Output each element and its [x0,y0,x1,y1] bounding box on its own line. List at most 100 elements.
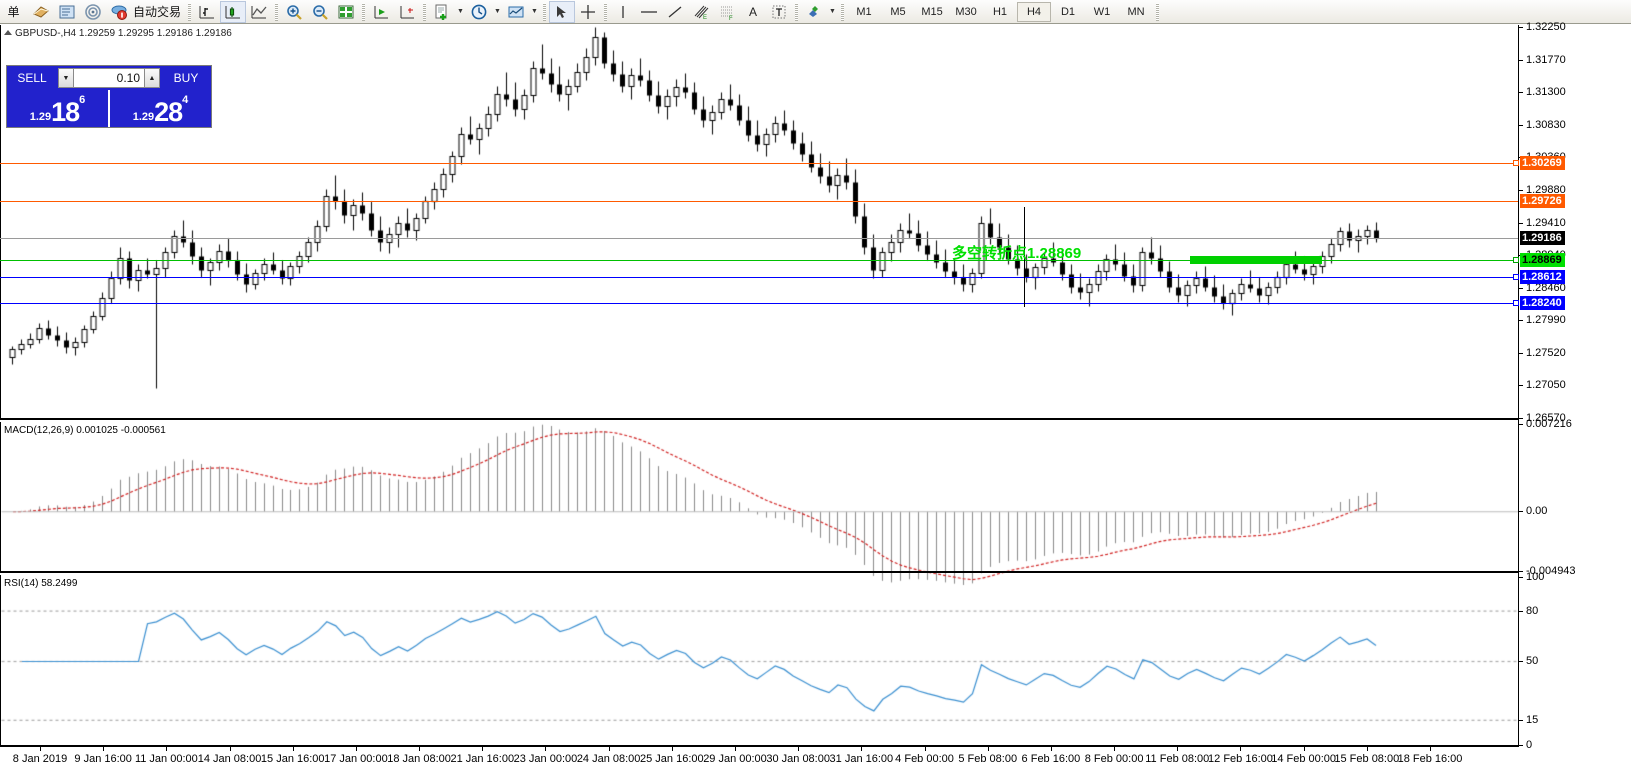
pivot-level-tag[interactable]: 1.28869 [1520,252,1565,267]
zoom-out-icon[interactable] [307,1,333,23]
line-chart-icon[interactable] [246,1,272,23]
text-label-icon[interactable]: A [749,4,758,19]
timeframe-m5[interactable]: M5 [890,5,906,18]
time-axis-label: 18 Jan 08:00 [387,753,451,765]
vertical-line-icon[interactable] [610,1,636,23]
pivot-level-line[interactable] [0,259,1518,261]
price-pane[interactable] [0,25,1518,420]
current-price-tag[interactable]: 1.29186 [1520,230,1565,245]
new-order-icon[interactable]: 单 [2,1,28,23]
rsi-pane[interactable] [0,575,1518,747]
time-axis-tick [1177,747,1179,751]
support-2-line[interactable] [0,303,1518,305]
sell-price[interactable]: 1.29 18 6 [7,90,108,127]
vertical-marker-line[interactable] [1024,207,1025,307]
one-click-trading-panel[interactable]: SELL ▼ 0.10 ▲ BUY 1.29 18 6 1.29 28 4 [6,65,212,128]
resistance-2-line[interactable] [0,200,1518,202]
time-axis-label: 14 Jan 08:00 [197,753,262,765]
timeframe-m15[interactable]: M15 [921,5,943,18]
current-price-line[interactable] [0,237,1518,239]
chart-area[interactable]: GBPUSD-,H4 1.29259 1.29295 1.29186 1.291… [0,21,1631,773]
macd-axis-label: -0.004943 [1526,565,1576,577]
timeframe-m1[interactable]: M1 [856,5,872,18]
new-chart-icon[interactable] [429,1,455,23]
templates-icon[interactable] [503,1,529,23]
price-axis[interactable] [1518,25,1631,747]
support-1-tag[interactable]: 1.28612 [1520,270,1565,285]
horizontal-line-icon[interactable] [636,1,662,23]
grid-icon[interactable] [333,1,359,23]
pivot-zone-rect[interactable] [1190,255,1322,264]
time-axis-label: 30 Jan 08:00 [766,753,830,765]
toolbar-separator [185,2,194,22]
objects-dropdown-icon[interactable]: ▼ [829,8,836,15]
support-1-line[interactable] [0,277,1518,279]
buy-price[interactable]: 1.29 28 4 [108,90,211,127]
period-icon[interactable] [466,1,492,23]
chart-canvas[interactable] [0,25,1631,773]
volume-down-icon[interactable]: ▼ [58,68,74,88]
templates-dropdown-icon[interactable]: ▼ [531,8,538,15]
signal-icon[interactable] [80,1,106,23]
resistance-1-line[interactable] [0,163,1518,165]
price-axis-label: 1.27520 [1526,346,1566,359]
volume-up-icon[interactable]: ▲ [144,68,160,88]
auto-scroll-icon[interactable] [368,1,394,23]
sell-price-main: 18 [51,97,80,127]
support-1-handle[interactable] [1513,274,1519,281]
time-axis-tick [419,747,421,751]
timeframe-d1[interactable]: D1 [1060,5,1076,18]
crosshair-icon[interactable] [575,1,601,23]
news-icon[interactable] [54,1,80,23]
collapse-icon[interactable] [4,30,12,35]
objects-icon[interactable] [801,1,827,23]
bar-chart-icon[interactable] [194,1,220,23]
support-2-handle[interactable] [1513,300,1519,307]
time-axis-tick [924,747,926,751]
autotrade-icon[interactable] [106,1,132,23]
timeframe-h4[interactable]: H4 [1017,1,1052,22]
new-chart-dropdown-icon[interactable]: ▼ [457,8,464,15]
timeframe-mn[interactable]: MN [1127,5,1145,18]
autotrade-label[interactable]: 自动交易 [133,5,182,19]
time-axis-tick [229,747,231,751]
time-axis-tick [1050,747,1052,751]
timeframe-w1[interactable]: W1 [1093,5,1111,18]
resistance-2-tag[interactable]: 1.29726 [1520,193,1565,208]
price-axis-label: 1.31300 [1526,86,1566,99]
resistance-1-handle[interactable] [1513,160,1519,167]
price-axis-tick [1519,320,1523,322]
timeframe-h1[interactable]: H1 [992,5,1008,18]
text-icon[interactable] [766,1,792,23]
time-axis-tick [1240,747,1242,751]
time-axis-tick [103,747,105,751]
equidistant-channel-icon[interactable]: E [688,1,714,23]
trendline-icon[interactable] [662,1,688,23]
fibo-icon[interactable]: F [714,1,740,23]
buy-button[interactable]: BUY [161,66,211,90]
cursor-icon[interactable] [549,0,576,23]
zoom-in-icon[interactable] [281,1,307,23]
resistance-1-tag[interactable]: 1.30269 [1520,156,1565,171]
chart-annotation-text[interactable]: 多空转折点1.28869 [952,245,1082,262]
volume-stepper[interactable]: ▼ 0.10 ▲ [58,68,160,88]
bars-icon[interactable] [28,1,54,23]
macd-pane[interactable] [0,422,1518,573]
buy-price-prefix: 1.29 [132,111,155,123]
time-axis-label: 21 Jan 16:00 [450,753,515,765]
timeframe-m30[interactable]: M30 [955,5,977,18]
support-2-tag[interactable]: 1.28240 [1520,296,1565,311]
period-dropdown-icon[interactable]: ▼ [494,8,501,15]
pivot-level-handle[interactable] [1513,256,1519,263]
volume-input[interactable]: 0.10 [74,68,144,88]
time-axis-tick [40,747,41,751]
price-axis-tick [1519,190,1523,192]
price-axis-label: 1.31770 [1526,54,1566,67]
time-axis-label: 18 Feb 16:00 [1397,753,1463,765]
candlestick-icon[interactable] [220,0,247,23]
price-axis-tick [1519,124,1523,126]
sell-button[interactable]: SELL [7,66,57,90]
chart-shift-icon[interactable] [394,1,420,23]
time-axis-label: 12 Feb 16:00 [1208,753,1273,765]
